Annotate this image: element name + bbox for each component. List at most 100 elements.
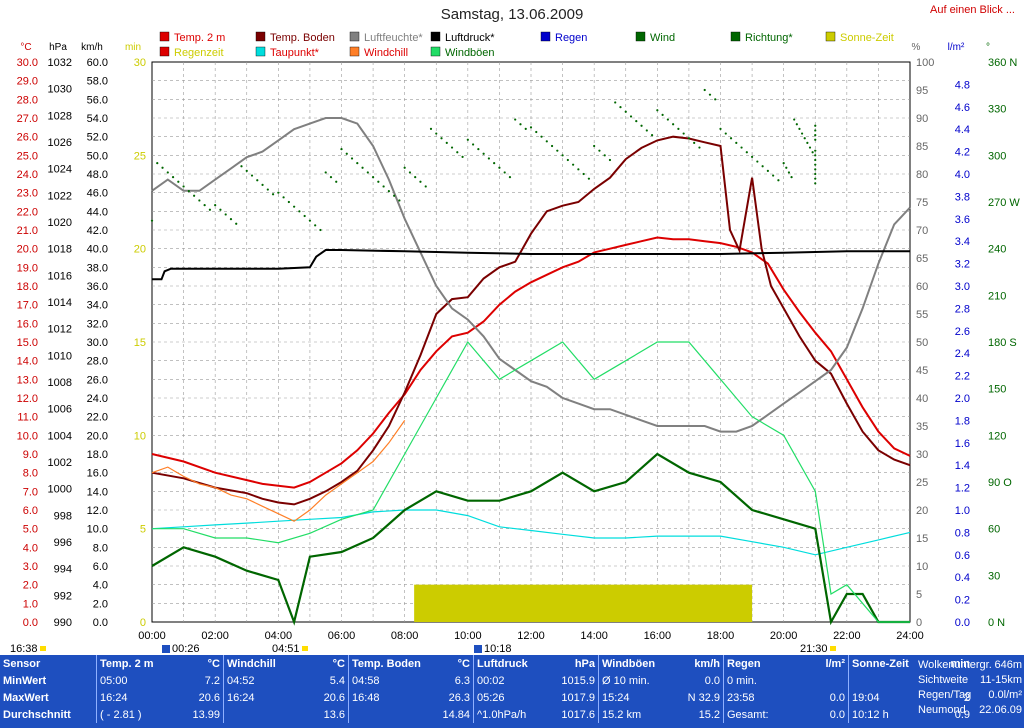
marker-t3: 10:18 — [484, 643, 512, 655]
stats-table: Sensor Temp. 2 m °C Windchill °C Temp. Boden °… — [0, 655, 973, 723]
stats-cell: 16:48 26.3 — [348, 689, 474, 706]
wind-tick-label: 20.0 — [87, 430, 108, 442]
direction-point — [366, 171, 369, 174]
temp-tick-label: 14.0 — [17, 356, 38, 368]
pressure-tick-label: 1018 — [48, 244, 72, 256]
minutes-axis-unit: min — [125, 42, 141, 53]
wind-tick-label: 30.0 — [87, 337, 108, 349]
marker-t1: 00:26 — [172, 643, 200, 655]
direction-point — [193, 194, 196, 197]
direction-point — [429, 127, 433, 130]
direction-point — [556, 149, 559, 152]
percent-tick-label: 85 — [916, 141, 928, 153]
direction-point — [187, 190, 190, 193]
pressure-tick-label: 992 — [54, 590, 72, 602]
direction-tick-label: 0 N — [988, 617, 1005, 629]
stats-cell: ^1.0hPa/h 1017.6 — [473, 706, 599, 723]
direction-point — [540, 135, 543, 138]
percent-tick-label: 65 — [916, 253, 928, 265]
wind-tick-label: 24.0 — [87, 393, 108, 405]
stats-header: Temp. 2 m °C — [96, 655, 224, 672]
pressure-tick-label: 1000 — [48, 484, 72, 496]
time-tick-label: 22:00 — [833, 630, 861, 642]
direction-point — [708, 93, 712, 96]
legend-label: Temp. Boden — [270, 32, 335, 44]
legend-label: Windböen — [445, 47, 495, 59]
direction-point — [529, 126, 533, 129]
percent-tick-label: 40 — [916, 393, 928, 405]
direction-point — [640, 124, 643, 127]
rain-axis-unit: l/m² — [948, 42, 965, 53]
direction-point — [693, 141, 696, 144]
legend-label: Luftdruck* — [445, 32, 495, 44]
overview-link[interactable]: Auf einen Blick ... — [930, 4, 1015, 16]
rain-tick-label: 4.4 — [955, 124, 970, 136]
direction-point — [250, 174, 254, 177]
direction-point — [793, 118, 796, 121]
stats-cell: 16:24 20.6 — [96, 689, 224, 706]
direction-point — [398, 199, 401, 202]
direction-point — [785, 166, 788, 169]
direction-point — [203, 204, 206, 207]
direction-point — [629, 115, 633, 118]
stats-cell: Ø 10 min. 0.0 — [598, 672, 724, 689]
percent-tick-label: 20 — [916, 505, 928, 517]
temp-tick-label: 2.0 — [23, 580, 38, 592]
temp-tick-label: 7.0 — [23, 486, 38, 498]
wind-tick-label: 10.0 — [87, 524, 108, 536]
direction-point — [277, 191, 280, 194]
temp-tick-label: 0.0 — [23, 617, 38, 629]
legend-swatch — [159, 46, 170, 57]
direction-point — [440, 137, 443, 140]
percent-tick-label: 60 — [916, 281, 928, 293]
percent-tick-label: 10 — [916, 561, 928, 573]
direction-point — [435, 132, 438, 135]
direction-point — [424, 185, 427, 188]
series-line-luftfeuchte- — [151, 117, 911, 433]
direction-tick-label: 150 — [988, 384, 1006, 396]
temp-tick-label: 5.0 — [23, 524, 38, 536]
percent-tick-label: 5 — [916, 589, 922, 601]
percent-tick-label: 50 — [916, 337, 928, 349]
wind-tick-label: 42.0 — [87, 225, 108, 237]
direction-point — [682, 132, 685, 135]
pressure-tick-label: 994 — [54, 564, 72, 576]
temp-tick-label: 30.0 — [17, 57, 38, 69]
stats-header: Sensor — [3, 657, 41, 670]
time-tick-label: 12:00 — [517, 630, 545, 642]
direction-point — [608, 158, 612, 162]
direction-point — [524, 127, 527, 130]
rain-tick-label: 0.4 — [955, 572, 970, 584]
direction-tick-label: 270 W — [988, 197, 1020, 209]
marker-t1-icon — [162, 645, 170, 653]
direction-point — [677, 127, 680, 130]
pressure-tick-label: 1004 — [48, 430, 72, 442]
direction-point — [814, 124, 817, 127]
rain-tick-label: 3.0 — [955, 281, 970, 293]
marker-start-flag — [40, 646, 46, 651]
direction-point — [298, 210, 301, 213]
direction-point — [493, 162, 496, 165]
temp-tick-label: 9.0 — [23, 449, 38, 461]
marker-t2-flag — [302, 646, 308, 651]
direction-point — [635, 120, 638, 123]
direction-point — [356, 162, 359, 165]
direction-point — [477, 148, 480, 151]
direction-point — [393, 194, 396, 197]
direction-point — [814, 163, 817, 166]
direction-tick-label: 30 — [988, 570, 1000, 582]
direction-point — [545, 140, 548, 143]
weather-chart: °C hPa km/h min% l/m² ° 30.0 29.0 28.0 27.0 26.0 25… — [10, 31, 1020, 655]
temp-tick-label: 18.0 — [17, 281, 38, 293]
direction-point — [319, 228, 322, 232]
direction-point — [340, 148, 343, 151]
stats-cell: 13.6 — [223, 706, 349, 723]
direction-point — [229, 218, 233, 221]
time-tick-label: 14:00 — [580, 630, 608, 642]
direction-point — [782, 162, 785, 165]
direction-point — [335, 180, 338, 183]
extra-info-row: Sichtweite 11-15km — [918, 674, 1022, 686]
direction-point — [198, 199, 201, 202]
marker-t3-icon — [474, 645, 482, 653]
temp-tick-label: 22.0 — [17, 206, 38, 218]
